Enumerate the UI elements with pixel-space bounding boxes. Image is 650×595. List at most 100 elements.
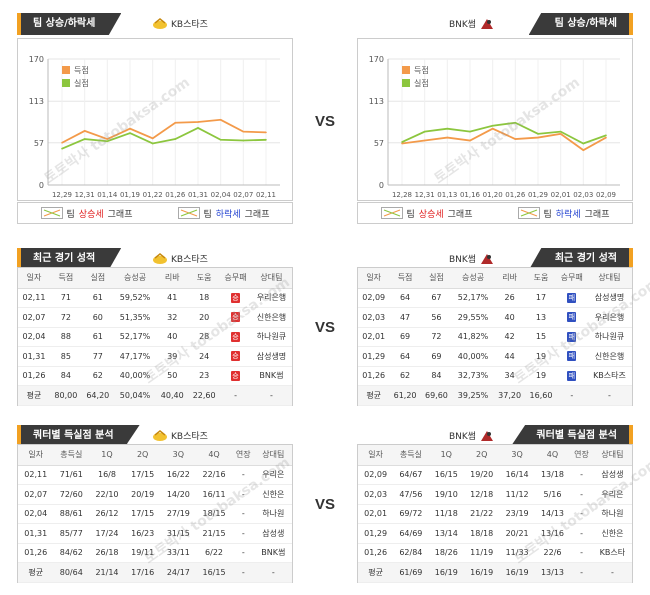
table-cell: 02,03	[358, 307, 390, 328]
y-tick-label: 113	[369, 97, 384, 106]
table-cell: 16,60	[525, 385, 557, 406]
column-header: 상대팀	[592, 445, 632, 466]
data-point	[559, 130, 562, 133]
table-cell: 62	[81, 366, 114, 386]
column-header: 3Q	[160, 445, 197, 466]
data-point	[582, 149, 585, 151]
x-tick-label: 12,31	[415, 191, 435, 199]
table-cell: 평균	[358, 385, 390, 406]
table-cell: 13/18	[534, 465, 571, 485]
column-header: 1Q	[89, 445, 125, 466]
table-row: 01,26 62/84 18/26 11/19 11/33 22/6- KB스타	[358, 543, 632, 563]
table-cell: 84/62	[53, 543, 90, 563]
table-cell: 01,26	[18, 366, 50, 386]
table-cell: 삼성생명	[250, 346, 292, 367]
x-tick-label: 01,13	[437, 191, 457, 199]
x-tick-label: 12,28	[392, 191, 412, 199]
table-cell: 13	[525, 307, 557, 328]
column-header: 2Q	[124, 445, 161, 466]
table-cell: 40,00%	[452, 346, 494, 367]
data-point	[401, 141, 403, 143]
column-header: 승성공	[113, 268, 157, 289]
team-label-right: BNK썸	[449, 429, 495, 442]
recent-table-left: 일자 득점 실점 승성공 리바 도움 승무패 상대팀 02,11 71 61 59,52% 41 18 승…	[18, 268, 292, 406]
table-cell: 41	[156, 288, 189, 308]
table-cell: 24/17	[160, 562, 197, 583]
table-cell: 88	[49, 327, 82, 347]
column-header: 총득실	[53, 445, 90, 466]
column-header: 승성공	[452, 268, 494, 289]
table-cell: 승	[220, 366, 251, 386]
table-cell: 02,09	[358, 465, 394, 485]
table-cell: 39,25%	[452, 385, 494, 406]
table-cell: 평균	[18, 385, 50, 406]
table-cell: 22/6	[534, 543, 571, 563]
column-header: 도움	[525, 268, 557, 289]
data-point	[219, 118, 222, 121]
table-cell: 패	[556, 366, 587, 386]
legend-swatch	[402, 66, 410, 74]
table-cell: 19/10	[428, 484, 464, 505]
table-row: 02,11 71/61 16/8 17/15 16/22 22/16- 우리은	[18, 465, 292, 485]
table-cell: 하나원	[254, 504, 292, 524]
x-tick-label: 01,20	[483, 191, 503, 199]
table-cell: 하나원큐	[586, 327, 632, 347]
y-tick-label: 0	[379, 181, 384, 190]
x-tick-label: 01,26	[165, 191, 186, 199]
table-cell: 13/14	[428, 523, 464, 544]
table-cell: 15	[525, 327, 557, 347]
table-cell: 71/61	[53, 465, 90, 485]
data-point	[151, 142, 154, 145]
table-cell: 패	[556, 346, 587, 367]
table-cell: 16/19	[428, 562, 464, 583]
table-cell: 69	[389, 327, 421, 347]
column-header: 실점	[420, 268, 453, 289]
column-header: 1Q	[428, 445, 464, 466]
down-suffix: 그래프	[584, 209, 610, 220]
table-cell: 27/19	[160, 504, 197, 524]
table-cell: 16/19	[499, 562, 535, 583]
down-prefix: 팀	[543, 209, 552, 220]
table-cell: -	[254, 562, 292, 583]
loss-badge: 패	[567, 351, 577, 362]
column-header: 일자	[18, 268, 50, 289]
table-row: 02,01 69 72 41,82% 42 15 패 하나원큐	[358, 327, 632, 347]
table-cell: 01,29	[358, 346, 390, 367]
y-tick-label: 0	[39, 181, 44, 190]
series-line	[401, 121, 607, 145]
x-tick-label: 02,04	[211, 191, 232, 199]
up-word: 상승세	[78, 209, 104, 220]
table-cell: 69	[420, 346, 453, 367]
table-cell: 51,35%	[113, 307, 157, 328]
x-tick-label: 01,22	[143, 191, 163, 199]
data-point	[151, 137, 154, 140]
trend-title-left: 팀 상승/하락세	[17, 13, 122, 35]
table-cell: 02,04	[18, 327, 50, 347]
table-cell: 31/15	[160, 523, 197, 544]
table-cell: 44	[493, 346, 526, 367]
data-point	[446, 127, 449, 130]
table-cell: 13/16	[534, 523, 571, 544]
table-row: 01,31 85 77 47,17% 39 24 승 삼성생명	[18, 346, 292, 367]
data-point	[174, 138, 177, 140]
table-cell: 01,31	[18, 523, 54, 544]
column-header: 득점	[49, 268, 82, 289]
legend-label: 실점	[414, 78, 429, 88]
table-cell: 28	[188, 327, 221, 347]
table-cell: -	[586, 385, 632, 406]
table-row: 01,29 64 69 40,00% 44 19 패 신한은행	[358, 346, 632, 367]
legend-label: 실점	[74, 78, 89, 88]
table-cell: -	[231, 562, 255, 583]
recent-table-right: 일자 득점 실점 승성공 리바 도움 승무패 상대팀 02,09 64 67 52,17% 26 17 패…	[358, 268, 632, 406]
table-cell: 26/18	[89, 543, 125, 563]
table-cell: 02,01	[358, 327, 390, 347]
x-tick-label: 01,26	[505, 191, 526, 199]
y-tick-label: 57	[34, 139, 44, 148]
table-cell: 29,55%	[452, 307, 494, 328]
x-tick-label: 01,31	[188, 191, 208, 199]
table-cell: 72	[420, 327, 453, 347]
table-cell: 01,31	[18, 346, 50, 367]
table-cell: 13/13	[534, 562, 571, 583]
up-trend-icon	[40, 207, 63, 219]
x-tick-label: 01,19	[120, 191, 140, 199]
